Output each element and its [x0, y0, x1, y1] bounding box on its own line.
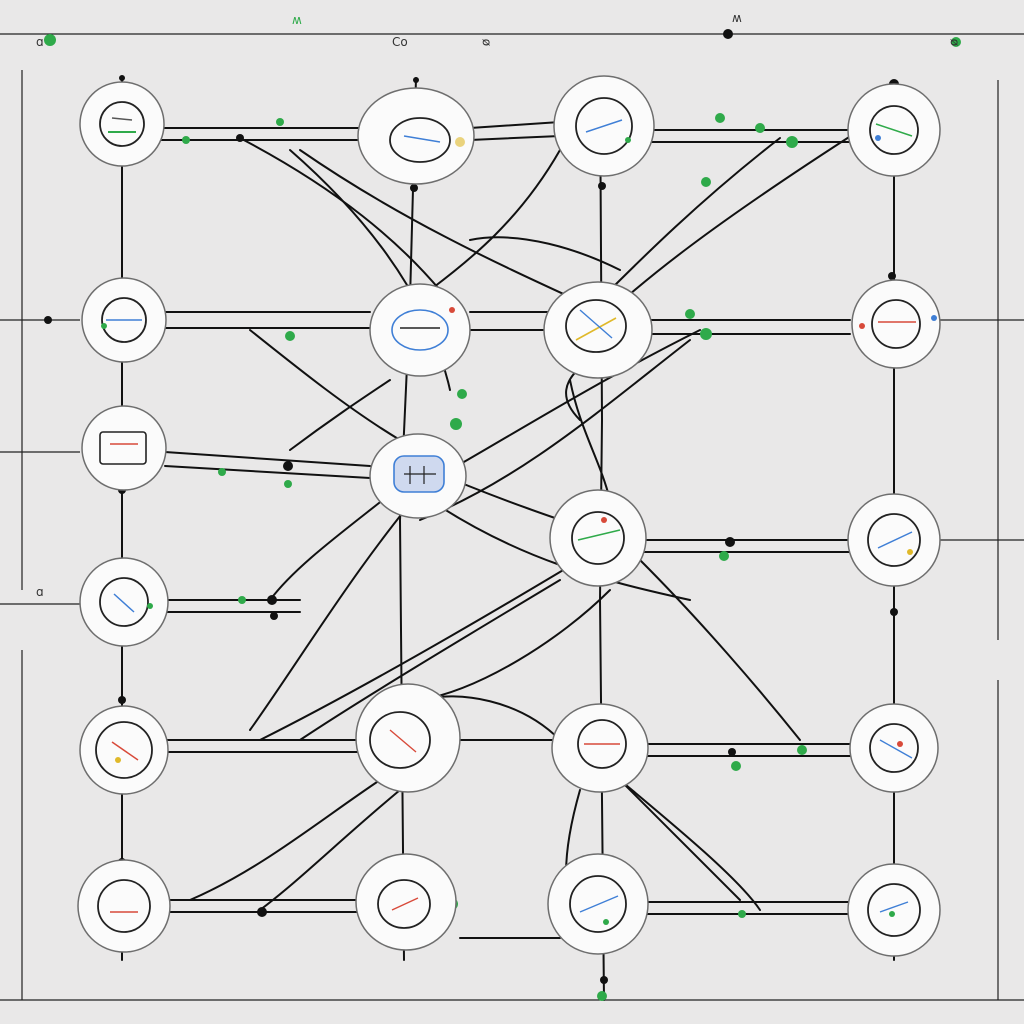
- wire-diag-21: [259, 789, 401, 911]
- wire-diag-11: [419, 339, 691, 521]
- wire-diag-10: [449, 329, 701, 471]
- node-c2-r1: [357, 87, 475, 185]
- node-c1-r3: [81, 405, 167, 491]
- label-left-mid: ɑ: [36, 585, 44, 599]
- label-top-far-right: ᴓ: [950, 35, 958, 49]
- green-connector: [276, 118, 284, 126]
- label-top-left: ɑ: [36, 35, 44, 49]
- label-top-mid: ᴓ: [482, 35, 490, 49]
- node-c1-r5: [79, 705, 169, 795]
- wire-row-3: [164, 451, 371, 479]
- green-connector: [597, 991, 607, 1001]
- junction-dot: [118, 696, 126, 704]
- green-connector: [182, 136, 190, 144]
- green-connector: [457, 389, 467, 399]
- node-c3-r3: [549, 489, 647, 587]
- node-c2-r5: [355, 683, 461, 793]
- junction-dot: [728, 748, 736, 756]
- node-c3-r5: [551, 703, 649, 793]
- junction-dot: [119, 75, 125, 81]
- junction-dot: [888, 272, 896, 280]
- node-c1-r1: [79, 81, 165, 167]
- wire-diag-20: [189, 779, 381, 901]
- node-c2-r6: [355, 853, 457, 951]
- node-c2-r2: [369, 283, 471, 377]
- junction-dot: [236, 134, 244, 142]
- green-connector: [285, 331, 295, 341]
- node-c4-r2: [851, 279, 941, 369]
- junction-dot: [257, 907, 267, 917]
- labels: ɑ ʍ Co ᴓ ʍ ᴓ ɑ: [36, 11, 958, 599]
- junction-dot: [270, 612, 278, 620]
- green-connector: [715, 113, 725, 123]
- junction-dot: [413, 77, 419, 83]
- nodes: [77, 75, 941, 957]
- junction-dot: [44, 316, 52, 324]
- green-connector: [731, 761, 741, 771]
- junction-dot: [890, 608, 898, 616]
- wire-row-5: [164, 739, 851, 757]
- green-connector: [786, 136, 798, 148]
- node-c3-r1: [553, 75, 655, 177]
- label-top-right: ʍ: [732, 11, 742, 25]
- green-connector: [685, 309, 695, 319]
- green-connector: [218, 468, 226, 476]
- junction-dot: [725, 537, 735, 547]
- green-connector: [797, 745, 807, 755]
- junction-dot: [598, 182, 606, 190]
- junction-dot: [283, 461, 293, 471]
- wire-diag-26: [569, 379, 611, 501]
- node-c2-r3: [369, 433, 467, 519]
- junction-dot: [267, 595, 277, 605]
- wire-diag-4: [429, 149, 561, 291]
- wire-diag-17: [299, 579, 561, 741]
- node-c3-r2: [543, 281, 653, 379]
- green-connector: [951, 37, 961, 47]
- green-connector: [450, 418, 462, 430]
- green-connector: [701, 177, 711, 187]
- node-c4-r1: [847, 83, 941, 177]
- node-c3-r6: [547, 853, 649, 955]
- wire-row-2b: [164, 327, 851, 335]
- node-c1-r2: [81, 277, 167, 363]
- green-connector: [719, 551, 729, 561]
- node-c4-r5: [849, 703, 939, 793]
- frame: [0, 33, 1024, 1001]
- wire-diag-7: [469, 236, 621, 271]
- green-connector: [44, 34, 56, 46]
- wire-col-2: [398, 77, 417, 961]
- node-c1-r6: [77, 859, 171, 953]
- wires: [121, 77, 895, 1001]
- junctions: [44, 29, 899, 984]
- wire-row-1: [159, 121, 851, 131]
- wire-diag-8: [249, 329, 401, 441]
- wire-diag-18: [639, 559, 801, 741]
- wire-diag-19: [419, 589, 611, 701]
- wire-diag-9: [289, 379, 391, 451]
- label-top-green: ʍ: [292, 13, 302, 27]
- node-c4-r6: [847, 863, 941, 957]
- green-connector: [284, 480, 292, 488]
- green-connector: [755, 123, 765, 133]
- wire-row-2: [164, 311, 851, 321]
- junction-dot: [410, 184, 418, 192]
- wire-row-6: [164, 899, 851, 939]
- wire-row-4: [164, 539, 851, 613]
- node-c4-r3: [847, 493, 941, 587]
- wire-diag-23: [619, 779, 761, 911]
- junction-dot: [600, 976, 608, 984]
- green-markers: [44, 34, 961, 1001]
- green-connector: [238, 596, 246, 604]
- green-connector: [738, 910, 746, 918]
- label-top-co: Co: [392, 35, 408, 49]
- green-connector: [700, 328, 712, 340]
- node-c1-r4: [79, 557, 169, 647]
- wire-diag-16: [259, 559, 581, 741]
- junction-dot: [723, 29, 733, 39]
- wire-row-1b: [159, 135, 851, 143]
